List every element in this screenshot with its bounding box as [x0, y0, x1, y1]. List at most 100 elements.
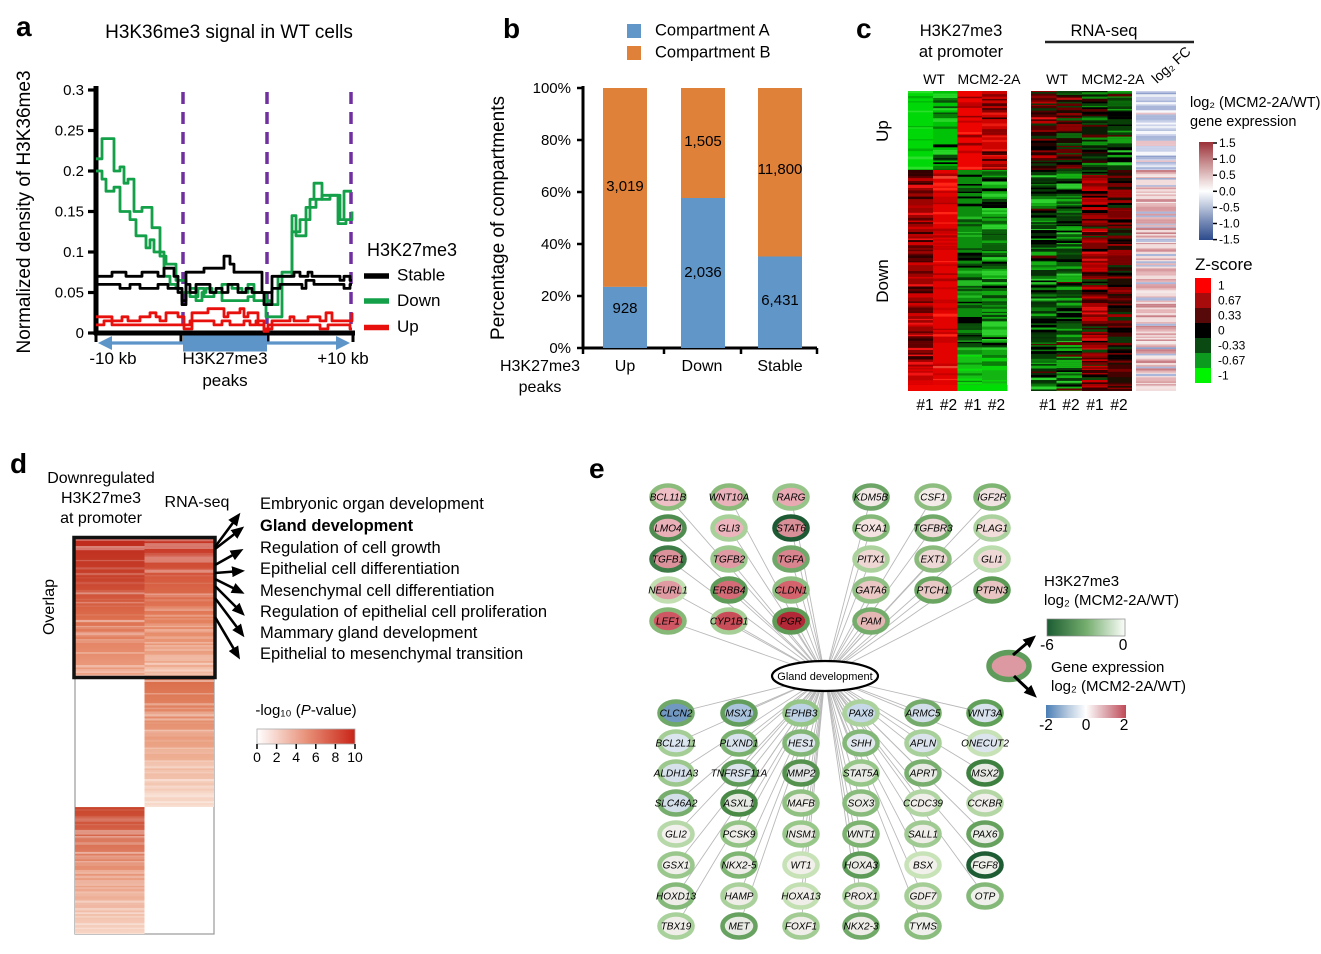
svg-text:6: 6 [312, 749, 320, 765]
svg-text:2: 2 [273, 749, 281, 765]
svg-text:WT: WT [1046, 71, 1068, 87]
svg-text:TGFA: TGFA [778, 555, 804, 566]
svg-text:OTP: OTP [975, 892, 996, 903]
svg-text:0: 0 [1119, 637, 1128, 654]
svg-text:TGFB2: TGFB2 [713, 555, 746, 566]
svg-text:2,036: 2,036 [684, 264, 722, 281]
svg-text:log₂ (MCM2-2A/WT): log₂ (MCM2-2A/WT) [1190, 95, 1321, 111]
svg-text:8: 8 [332, 749, 340, 765]
svg-text:KDM5B: KDM5B [854, 493, 889, 504]
svg-text:GLI3: GLI3 [718, 524, 740, 535]
svg-text:Up: Up [397, 317, 419, 336]
svg-text:Epithelial to mesenchymal tran: Epithelial to mesenchymal transition [260, 645, 523, 663]
svg-text:WT: WT [923, 71, 945, 87]
svg-text:WNT1: WNT1 [847, 830, 875, 841]
svg-text:1.0: 1.0 [1219, 152, 1236, 166]
svg-text:BCL11B: BCL11B [650, 493, 687, 504]
svg-text:0.67: 0.67 [1218, 294, 1242, 308]
svg-text:LMO4: LMO4 [654, 524, 682, 535]
svg-text:Compartment A: Compartment A [655, 22, 770, 40]
svg-text:PITX1: PITX1 [857, 555, 885, 566]
svg-text:Regulation of epithelial cell: Regulation of epithelial cell proliferat… [260, 603, 547, 621]
svg-text:RNA-seq: RNA-seq [1071, 22, 1138, 40]
svg-text:BSX: BSX [913, 861, 933, 872]
svg-text:-0.33: -0.33 [1218, 339, 1246, 353]
svg-text:0: 0 [76, 325, 84, 342]
svg-text:Regulation of cell growth: Regulation of cell growth [260, 539, 441, 557]
svg-text:H3K27me3: H3K27me3 [367, 240, 457, 260]
svg-text:MMP2: MMP2 [787, 769, 816, 780]
svg-text:NKX2-3: NKX2-3 [843, 922, 878, 933]
svg-text:#1: #1 [1086, 397, 1103, 414]
svg-text:MAFB: MAFB [787, 799, 815, 810]
svg-text:0%: 0% [549, 340, 571, 357]
svg-text:GDF7: GDF7 [910, 892, 937, 903]
svg-text:3,019: 3,019 [606, 178, 644, 195]
svg-text:CCDC39: CCDC39 [903, 799, 943, 810]
svg-text:FOXA1: FOXA1 [855, 524, 888, 535]
svg-text:-log₁₀ (P-value): -log₁₀ (P-value) [255, 702, 356, 719]
svg-text:ONECUT2: ONECUT2 [961, 739, 1009, 750]
svg-text:Down: Down [873, 259, 892, 302]
svg-text:Mesenchymal cell differentiati: Mesenchymal cell differentiation [260, 582, 494, 600]
svg-text:11,800: 11,800 [758, 161, 803, 178]
svg-text:#2: #2 [1062, 397, 1079, 414]
svg-text:EPHB3: EPHB3 [785, 709, 818, 720]
svg-text:LEF1: LEF1 [656, 617, 680, 628]
svg-text:MSX2: MSX2 [971, 769, 999, 780]
svg-text:GATA6: GATA6 [855, 586, 887, 597]
svg-text:STAT6: STAT6 [776, 524, 806, 535]
svg-text:TGFB1: TGFB1 [652, 555, 684, 566]
svg-text:0.2: 0.2 [63, 163, 84, 180]
svg-text:6,431: 6,431 [761, 292, 799, 309]
svg-text:ERBB4: ERBB4 [713, 586, 746, 597]
svg-text:-1: -1 [1218, 369, 1229, 383]
svg-text:STAT5A: STAT5A [843, 769, 880, 780]
svg-text:-6: -6 [1040, 637, 1054, 654]
svg-text:TGFBR3: TGFBR3 [913, 524, 953, 535]
svg-text:H3K36me3 signal in WT cells: H3K36me3 signal in WT cells [105, 22, 353, 43]
svg-text:PAX8: PAX8 [849, 709, 874, 720]
svg-text:TNFRSF11A: TNFRSF11A [711, 769, 768, 780]
svg-text:-0.5: -0.5 [1219, 200, 1240, 214]
svg-text:H3K27me3: H3K27me3 [61, 490, 141, 507]
svg-text:MET: MET [728, 922, 750, 933]
svg-text:#2: #2 [1110, 397, 1127, 414]
svg-text:HOXD13: HOXD13 [656, 892, 696, 903]
svg-text:MCM2-2A: MCM2-2A [1081, 71, 1145, 87]
svg-text:ASXL1: ASXL1 [722, 799, 754, 810]
svg-text:APRT: APRT [909, 769, 937, 780]
svg-text:PGR: PGR [780, 617, 802, 628]
svg-text:0.05: 0.05 [55, 285, 84, 302]
svg-text:TBX19: TBX19 [661, 922, 692, 933]
svg-text:Compartment B: Compartment B [655, 44, 771, 62]
svg-text:PLXND1: PLXND1 [720, 739, 759, 750]
svg-text:b: b [503, 13, 520, 44]
svg-text:EXT1: EXT1 [920, 555, 945, 566]
svg-text:0.33: 0.33 [1218, 309, 1242, 323]
svg-text:0.25: 0.25 [55, 123, 84, 140]
svg-text:CLDN1: CLDN1 [775, 586, 808, 597]
svg-text:1.5: 1.5 [1219, 136, 1236, 150]
svg-text:at promoter: at promoter [919, 43, 1004, 61]
svg-text:928: 928 [612, 300, 637, 317]
svg-text:PAX6: PAX6 [973, 830, 998, 841]
svg-text:20%: 20% [541, 288, 571, 305]
svg-text:RNA-seq: RNA-seq [165, 494, 230, 511]
svg-text:100%: 100% [533, 80, 571, 97]
svg-text:RARG: RARG [777, 493, 806, 504]
svg-text:SLC46A2: SLC46A2 [655, 799, 698, 810]
svg-text:H3K27me3: H3K27me3 [500, 358, 580, 375]
svg-text:at promoter: at promoter [60, 510, 142, 527]
svg-text:HES1: HES1 [788, 739, 814, 750]
svg-text:SALL1: SALL1 [908, 830, 938, 841]
svg-text:0: 0 [1082, 717, 1091, 734]
svg-text:Normalized density of H3K36me3: Normalized density of H3K36me3 [14, 70, 35, 353]
svg-text:Stable: Stable [757, 358, 802, 375]
svg-text:Epithelial cell differentiatio: Epithelial cell differentiation [260, 560, 460, 578]
svg-text:Up: Up [615, 358, 636, 375]
svg-text:H3K27me3: H3K27me3 [1044, 573, 1119, 590]
svg-text:WNT10A: WNT10A [709, 493, 750, 504]
svg-text:#1: #1 [964, 397, 981, 414]
svg-text:FOXF1: FOXF1 [785, 922, 817, 933]
